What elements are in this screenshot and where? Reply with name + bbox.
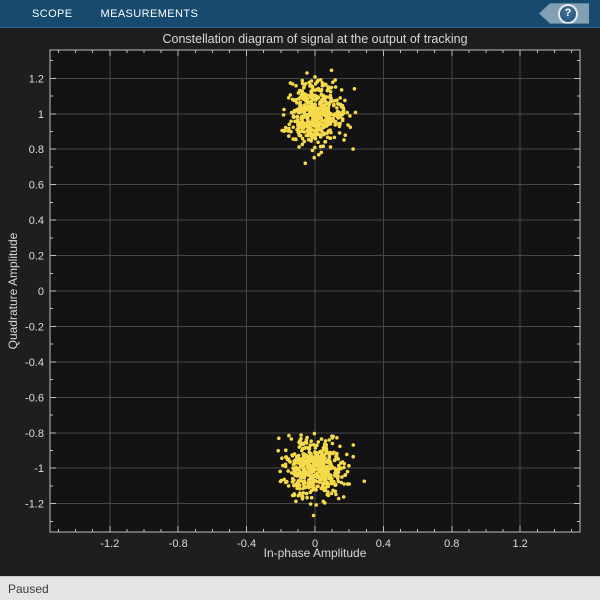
status-bar: Paused: [0, 576, 600, 600]
constellation-figure: -1.2 -0.8 -0.4 0 0.4 0.8 1.2 -1.2 -1 -0.8 -0.6 -0.4…: [0, 28, 600, 576]
scatter-points: [276, 68, 367, 518]
x-tick-label: 1.2: [513, 538, 528, 550]
axes-border: [49, 49, 581, 533]
y-tick-label: -0.8: [25, 428, 44, 440]
x-tick-label: -0.4: [237, 538, 256, 550]
tab-scope[interactable]: SCOPE: [32, 7, 73, 20]
y-tick-label: 1.2: [29, 73, 44, 85]
y-tick-label: -1.2: [25, 499, 44, 511]
y-tick-label: -0.2: [25, 321, 44, 333]
status-text: Paused: [8, 581, 49, 596]
help-button[interactable]: ?: [539, 3, 589, 24]
y-tick-label: 0.8: [29, 144, 44, 156]
y-tick-label: 0.2: [29, 251, 44, 263]
x-tick-label: -1.2: [100, 538, 119, 550]
y-tick-label: 0: [38, 286, 44, 298]
tick-labels: -1.2 -0.8 -0.4 0 0.4 0.8 1.2 -1.2 -1 -0.8 -0.6 -0.4…: [25, 73, 528, 550]
axis-ticks: [50, 50, 580, 532]
x-tick-label: -0.8: [169, 538, 188, 550]
y-tick-label: 0.6: [29, 180, 44, 192]
tab-measurements[interactable]: MEASUREMENTS: [100, 7, 199, 20]
y-tick-label: -0.4: [25, 357, 44, 369]
y-tick-label: -1: [34, 463, 44, 475]
x-tick-label: 0.4: [376, 538, 391, 550]
plot-title: Constellation diagram of signal at the o…: [162, 32, 468, 46]
x-tick-label: 0: [312, 538, 318, 550]
y-tick-label: 0.4: [29, 215, 44, 227]
x-tick-label: 0.8: [444, 538, 459, 550]
constellation-plot: -1.2 -0.8 -0.4 0 0.4 0.8 1.2 -1.2 -1 -0.8 -0.6 -0.4…: [25, 49, 581, 550]
toolstrip: SCOPE MEASUREMENTS ?: [0, 0, 600, 28]
help-icon: ?: [558, 3, 578, 24]
x-axis-label: In-phase Amplitude: [263, 546, 367, 560]
y-tick-label: 1: [38, 109, 44, 121]
y-tick-label: -0.6: [25, 392, 44, 404]
y-axis-label: Quadrature Amplitude: [6, 232, 20, 350]
